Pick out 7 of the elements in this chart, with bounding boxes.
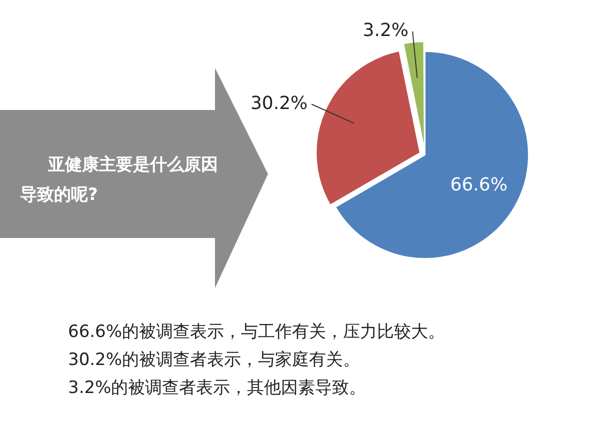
data-label: 30.2% bbox=[250, 92, 308, 114]
text: 3.2%的被调查者表示，其他因素导致。 bbox=[68, 377, 368, 400]
text: 30.2%的被调查者表示，与家庭有关。 bbox=[68, 349, 362, 372]
data-label: 3.2% bbox=[362, 20, 409, 42]
text: 66.6%的被调查表示，与工作有关，压力比较大。 bbox=[68, 321, 446, 344]
data-label: 66.6% bbox=[450, 174, 508, 196]
text: 亚健康主要是什么原因导致的呢? bbox=[20, 154, 219, 207]
